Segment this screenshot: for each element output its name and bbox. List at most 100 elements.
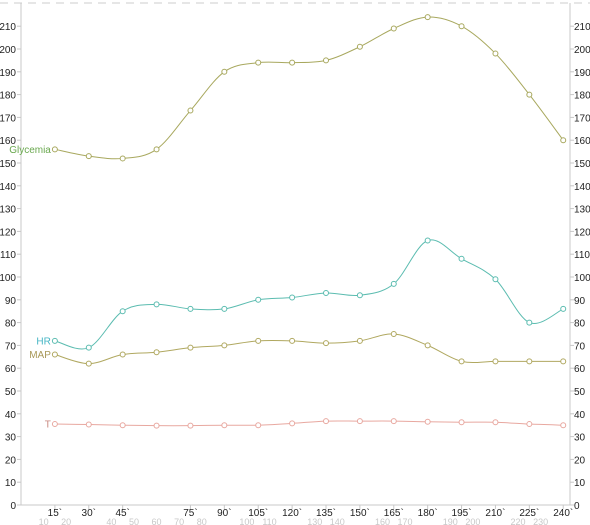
data-point-t bbox=[289, 420, 296, 427]
data-point-hr bbox=[221, 305, 228, 312]
data-point-map bbox=[289, 337, 296, 344]
data-point-map bbox=[85, 360, 92, 367]
data-point-map bbox=[356, 337, 363, 344]
y-tick-label-left: 40 bbox=[5, 410, 17, 421]
x-minor-tick-label: 10 bbox=[39, 517, 49, 525]
data-point-glycemia bbox=[424, 14, 431, 21]
y-tick-label-right: 150 bbox=[574, 159, 590, 170]
data-point-hr bbox=[119, 308, 126, 315]
data-point-hr bbox=[560, 305, 567, 312]
data-point-hr bbox=[390, 280, 397, 287]
y-tick-label-right: 70 bbox=[574, 341, 586, 352]
y-tick-label-left: 60 bbox=[5, 364, 17, 375]
y-tick-label-right: 180 bbox=[574, 91, 590, 102]
x-tick-label: 150` bbox=[350, 507, 370, 519]
x-minor-tick-label: 190 bbox=[443, 517, 458, 525]
series-line-hr bbox=[54, 239, 564, 350]
data-point-map bbox=[187, 344, 194, 351]
y-tick-label-right: 110 bbox=[574, 250, 590, 261]
series-label-t: T bbox=[45, 420, 51, 431]
y-tick-label-right: 90 bbox=[574, 296, 586, 307]
y-tick-label-right: 120 bbox=[574, 227, 590, 238]
y-tick-label-right: 10 bbox=[574, 478, 586, 489]
data-point-glycemia bbox=[85, 153, 92, 160]
y-tick-label-right: 0 bbox=[574, 501, 580, 512]
y-tick-label-right: 60 bbox=[574, 364, 586, 375]
x-axis: 15` 30` 45` 75` 90` 105` 120` 135` 150` 165` 180` 1… bbox=[39, 505, 573, 525]
x-minor-tick-label: 220 bbox=[511, 517, 526, 525]
data-point-glycemia bbox=[492, 50, 499, 57]
y-tick-label-right: 80 bbox=[574, 319, 586, 330]
y-tick-label-right: 20 bbox=[574, 455, 586, 466]
y-tick-label-right: 140 bbox=[574, 182, 590, 193]
data-point-hr bbox=[323, 289, 329, 296]
x-minor-tick-label: 70 bbox=[174, 517, 184, 525]
data-point-hr bbox=[187, 305, 194, 312]
y-tick-label-left: 170 bbox=[0, 113, 16, 124]
data-point-t bbox=[255, 422, 262, 429]
data-point-t bbox=[492, 419, 499, 426]
y-tick-label-right: 210 bbox=[574, 22, 590, 33]
data-point-hr bbox=[492, 276, 499, 283]
y-tick-label-left: 30 bbox=[5, 433, 17, 444]
y-tick-label-left: 90 bbox=[5, 296, 17, 307]
data-point-t bbox=[221, 422, 228, 429]
data-point-t bbox=[153, 422, 160, 429]
y-axis-left: 0 10 20 30 40 50 60 70 80 90 100 110 120 130 140 150 160… bbox=[0, 22, 21, 512]
x-minor-tick-label: 230 bbox=[533, 517, 548, 525]
x-tick-label: 225` bbox=[519, 507, 539, 519]
x-tick-label: 45` bbox=[115, 507, 129, 519]
data-point-glycemia bbox=[289, 59, 296, 66]
series-line-glycemia bbox=[54, 16, 564, 160]
data-point-hr bbox=[526, 319, 533, 326]
x-tick-label: 210` bbox=[485, 507, 505, 519]
data-point-t bbox=[458, 419, 465, 426]
data-point-t bbox=[560, 422, 567, 429]
data-point-hr bbox=[424, 237, 431, 244]
data-point-map bbox=[492, 358, 499, 365]
data-point-map bbox=[221, 342, 228, 349]
data-point-t bbox=[51, 421, 58, 428]
x-minor-tick-label: 170 bbox=[398, 517, 413, 525]
data-point-map bbox=[560, 358, 567, 365]
x-minor-tick-label: 80 bbox=[197, 517, 207, 525]
series-label-glycemia: Glycemia bbox=[9, 145, 51, 156]
y-tick-label-left: 180 bbox=[0, 91, 16, 102]
x-minor-tick-label: 140 bbox=[330, 517, 345, 525]
y-tick-label-right: 30 bbox=[574, 433, 586, 444]
x-minor-tick-label: 130 bbox=[307, 517, 322, 525]
data-point-map bbox=[153, 349, 160, 356]
x-tick-label: 195` bbox=[452, 507, 472, 519]
data-point-hr bbox=[289, 294, 296, 301]
data-point-map bbox=[119, 351, 126, 358]
x-tick-label: 15` bbox=[48, 507, 62, 519]
data-point-hr bbox=[51, 337, 58, 344]
data-point-glycemia bbox=[119, 155, 126, 162]
y-tick-label-left: 10 bbox=[5, 478, 17, 489]
y-tick-label-left: 80 bbox=[5, 319, 17, 330]
y-tick-label-right: 100 bbox=[574, 273, 590, 284]
data-point-t bbox=[119, 422, 126, 429]
y-tick-label-left: 0 bbox=[10, 501, 16, 512]
data-point-t bbox=[323, 418, 329, 425]
data-point-glycemia bbox=[323, 57, 329, 64]
y-tick-label-left: 200 bbox=[0, 45, 16, 56]
y-tick-label-left: 50 bbox=[5, 387, 17, 398]
series-line-t bbox=[54, 420, 564, 427]
series-label-hr: HR bbox=[36, 336, 50, 347]
y-tick-label-left: 190 bbox=[0, 68, 16, 79]
data-point-t bbox=[424, 418, 431, 425]
x-tick-label: 120` bbox=[282, 507, 302, 519]
series-group: Glycemia HR MAP T bbox=[9, 14, 567, 431]
data-point-glycemia bbox=[221, 68, 228, 75]
data-point-t bbox=[356, 418, 363, 425]
data-point-t bbox=[85, 421, 92, 428]
x-tick-label: 240` bbox=[553, 507, 573, 519]
y-tick-label-right: 190 bbox=[574, 68, 590, 79]
x-minor-tick-label: 60 bbox=[152, 517, 162, 525]
y-tick-label-left: 70 bbox=[5, 341, 17, 352]
x-minor-tick-label: 160 bbox=[375, 517, 390, 525]
data-point-glycemia bbox=[390, 25, 397, 32]
y-tick-label-left: 210 bbox=[0, 22, 16, 33]
